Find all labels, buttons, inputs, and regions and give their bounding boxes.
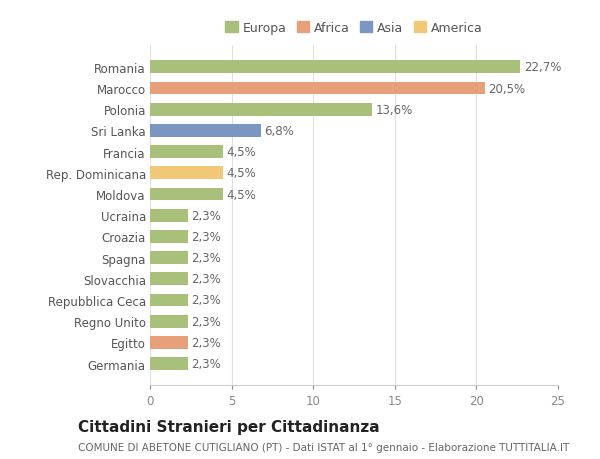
Text: 2,3%: 2,3% [191,209,221,222]
Bar [150,62,520,74]
Bar [150,358,188,370]
Bar [150,252,188,264]
Legend: Europa, Africa, Asia, America: Europa, Africa, Asia, America [221,18,487,39]
Text: 2,3%: 2,3% [191,252,221,264]
Text: 22,7%: 22,7% [524,61,561,74]
Text: 2,3%: 2,3% [191,357,221,370]
Bar [150,104,372,116]
Text: 2,3%: 2,3% [191,273,221,285]
Bar [150,146,223,159]
Bar [150,315,188,328]
Bar [150,83,485,95]
Bar [150,273,188,285]
Bar [150,336,188,349]
Text: 2,3%: 2,3% [191,336,221,349]
Bar [150,167,223,180]
Text: 13,6%: 13,6% [375,103,412,117]
Text: 4,5%: 4,5% [227,167,256,180]
Bar [150,188,223,201]
Bar [150,294,188,307]
Text: 4,5%: 4,5% [227,188,256,201]
Bar [150,209,188,222]
Text: 2,3%: 2,3% [191,294,221,307]
Text: 2,3%: 2,3% [191,315,221,328]
Text: 2,3%: 2,3% [191,230,221,243]
Text: 20,5%: 20,5% [488,82,525,95]
Bar [150,125,261,138]
Bar [150,230,188,243]
Text: Cittadini Stranieri per Cittadinanza: Cittadini Stranieri per Cittadinanza [78,419,380,434]
Text: 6,8%: 6,8% [264,125,294,138]
Text: 4,5%: 4,5% [227,146,256,159]
Text: COMUNE DI ABETONE CUTIGLIANO (PT) - Dati ISTAT al 1° gennaio - Elaborazione TUTT: COMUNE DI ABETONE CUTIGLIANO (PT) - Dati… [78,442,569,452]
